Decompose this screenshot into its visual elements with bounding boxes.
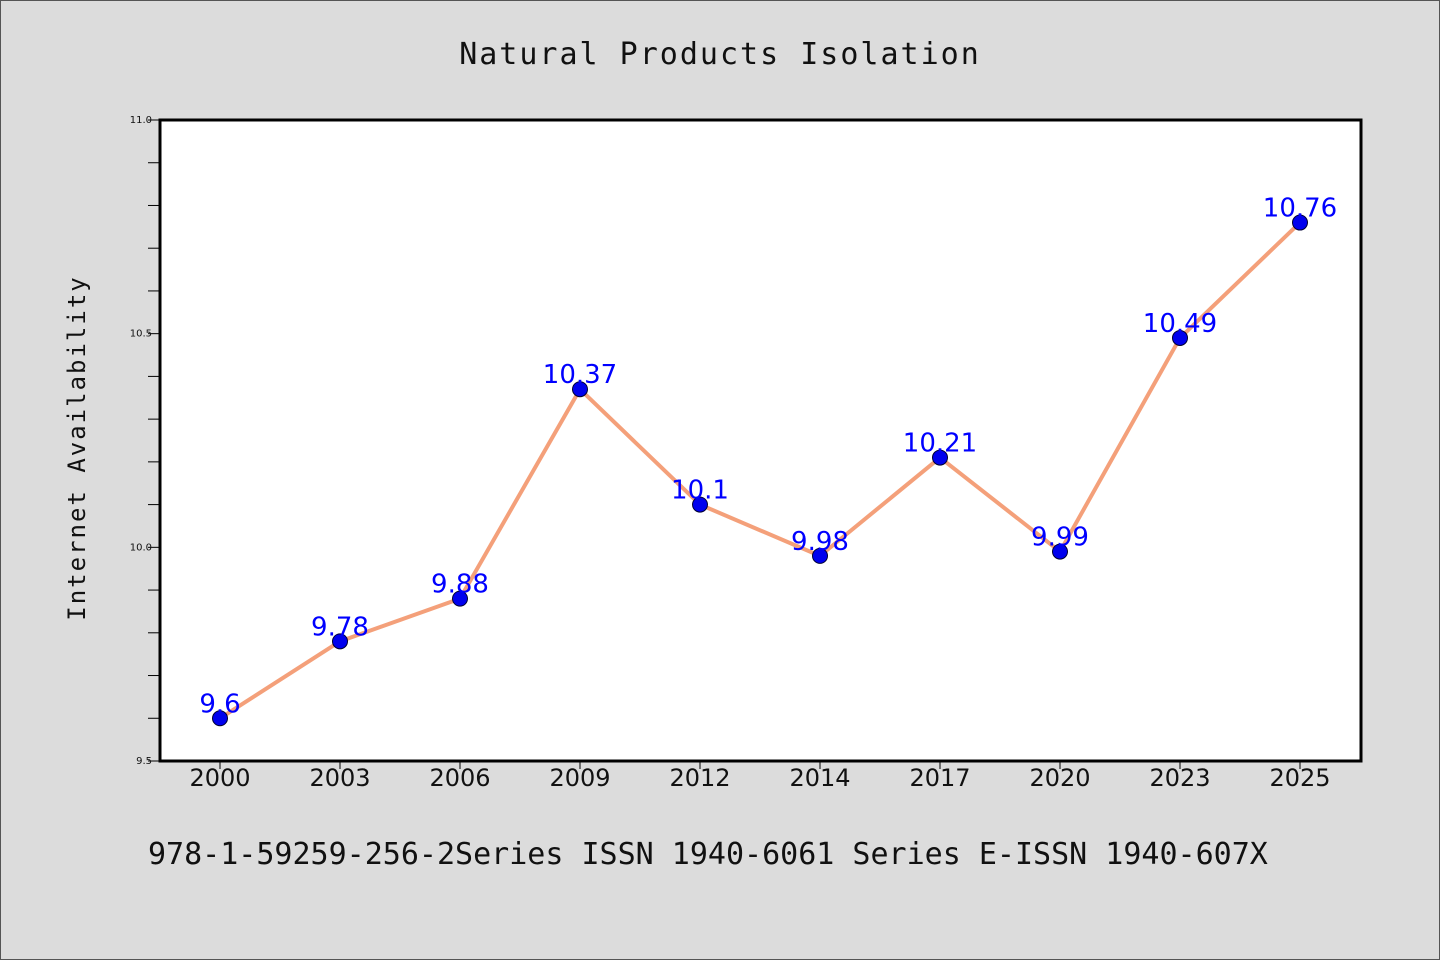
y-tick-label: 10.0 xyxy=(130,542,152,553)
x-tick-label: 2020 xyxy=(1029,764,1090,792)
data-point xyxy=(452,590,468,607)
axis-ticks: 9.5 10.0 10.5 11.0 2000 2003 2006 2009 2012 2014 2… xyxy=(130,115,1331,792)
y-tick-label: 9.5 xyxy=(136,756,152,767)
data-point xyxy=(1052,543,1068,560)
y-tick-label: 11.0 xyxy=(130,115,152,126)
x-tick-label: 2012 xyxy=(669,764,730,792)
data-label: 9.6 xyxy=(199,689,240,719)
data-label: 10.1 xyxy=(671,476,729,506)
series-line xyxy=(218,220,1302,721)
y-tick-label: 10.5 xyxy=(130,329,152,340)
x-tick-label: 2017 xyxy=(909,764,970,792)
x-tick-label: 2014 xyxy=(789,764,850,792)
data-label: 10.76 xyxy=(1263,194,1337,224)
data-point xyxy=(572,381,588,398)
data-point xyxy=(332,633,348,650)
data-point xyxy=(1292,214,1308,231)
x-tick-label: 2006 xyxy=(429,764,490,792)
x-tick-label: 2025 xyxy=(1269,764,1330,792)
x-tick-label: 2003 xyxy=(309,764,370,792)
data-point xyxy=(812,547,828,564)
chart-title: Natural Products Isolation xyxy=(459,37,981,72)
data-label: 10.21 xyxy=(903,429,977,459)
data-series: 9.6 9.78 9.88 10.37 10.1 9.98 10.21 9.99 10.49 10… xyxy=(199,194,1337,727)
data-label: 9.88 xyxy=(431,570,489,600)
x-tick-label: 2000 xyxy=(189,764,250,792)
x-tick-label: 2023 xyxy=(1149,764,1210,792)
data-label: 10.37 xyxy=(543,360,617,390)
data-point xyxy=(1172,329,1188,346)
data-point xyxy=(692,496,708,513)
data-point xyxy=(212,710,228,727)
data-label: 9.99 xyxy=(1031,523,1089,553)
footer-text: 978-1-59259-256-2Series ISSN 1940-6061 S… xyxy=(148,837,1268,872)
data-label: 9.78 xyxy=(311,612,369,642)
data-label: 9.98 xyxy=(791,527,849,557)
plot-area xyxy=(158,118,1363,763)
data-label: 10.49 xyxy=(1143,309,1217,339)
x-tick-label: 2009 xyxy=(549,764,610,792)
data-point xyxy=(932,449,948,466)
y-axis-label: Internet Availability xyxy=(63,275,91,620)
